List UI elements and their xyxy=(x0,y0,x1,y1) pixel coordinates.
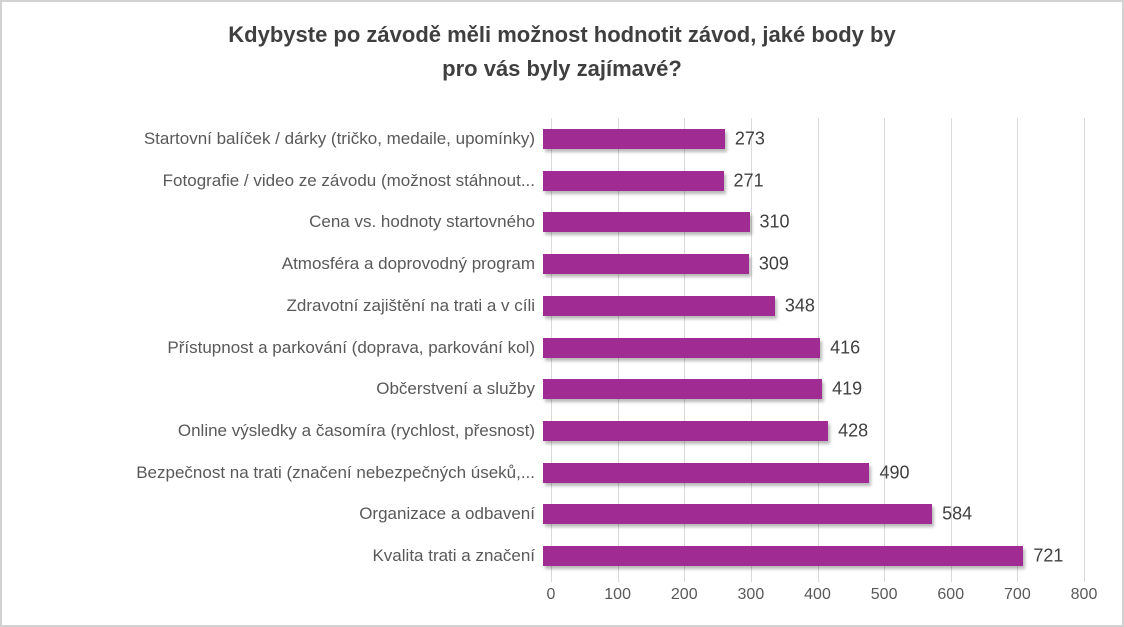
bar xyxy=(543,504,933,525)
bar-track: 310 xyxy=(543,201,1076,243)
bar-row: Občerstvení a služby 419 xyxy=(2,368,1122,410)
category-label: Přístupnost a parkování (doprava, parkov… xyxy=(167,337,535,357)
chart-title: Kdybyste po závodě měli možnost hodnotit… xyxy=(2,18,1122,86)
value-label: 490 xyxy=(879,462,910,483)
bar-track: 428 xyxy=(543,410,1076,452)
bar-row: Zdravotní zajištění na trati a v cíli 34… xyxy=(2,285,1122,327)
x-tick-label: 600 xyxy=(937,586,965,603)
bar-track: 348 xyxy=(543,285,1076,327)
value-label: 428 xyxy=(838,420,869,441)
bar-row: Cena vs. hodnoty startovného 310 xyxy=(2,201,1122,243)
category-label: Kvalita trati a značení xyxy=(372,546,535,566)
bar xyxy=(543,337,821,358)
value-label: 309 xyxy=(758,253,789,274)
bar-rows: Startovní balíček / dárky (tričko, medai… xyxy=(2,118,1122,577)
x-tick-label: 500 xyxy=(870,586,898,603)
x-tick-label: 800 xyxy=(1070,586,1098,603)
x-tick-label: 700 xyxy=(1004,586,1031,603)
value-label: 271 xyxy=(733,170,764,191)
value-label: 584 xyxy=(942,503,973,524)
bar-track: 490 xyxy=(543,452,1076,494)
bar-track: 273 xyxy=(543,118,1076,160)
bar-track: 271 xyxy=(543,160,1076,202)
value-label: 419 xyxy=(832,378,863,399)
value-label: 416 xyxy=(830,337,861,358)
category-label: Bezpečnost na trati (značení nebezpečnýc… xyxy=(136,462,535,482)
bar xyxy=(543,212,750,233)
bar xyxy=(543,128,725,149)
category-label: Atmosféra a doprovodný program xyxy=(281,254,535,274)
bar-row: Online výsledky a časomíra (rychlost, př… xyxy=(2,410,1122,452)
bar-track: 309 xyxy=(543,243,1076,285)
bar-row: Fotografie / video ze závodu (možnost st… xyxy=(2,160,1122,202)
x-axis: 0 100 200 300 400 500 600 700 800 xyxy=(547,586,1098,608)
category-label: Cena vs. hodnoty startovného xyxy=(309,212,535,232)
category-label: Zdravotní zajištění na trati a v cíli xyxy=(286,295,536,315)
bar-track: 419 xyxy=(543,368,1076,410)
bar-row: Kvalita trati a značení 721 xyxy=(2,535,1122,577)
bar-row: Přístupnost a parkování (doprava, parkov… xyxy=(2,327,1122,369)
category-label: Fotografie / video ze závodu (možnost st… xyxy=(162,170,535,190)
chart-title-line1: Kdybyste po závodě měli možnost hodnotit… xyxy=(228,22,896,47)
bar-row: Startovní balíček / dárky (tričko, medai… xyxy=(2,118,1122,160)
bar xyxy=(543,462,870,483)
bar xyxy=(543,546,1024,567)
value-label: 310 xyxy=(759,211,790,232)
category-label: Startovní balíček / dárky (tričko, medai… xyxy=(143,128,535,148)
x-tick-label: 400 xyxy=(804,586,831,603)
bar xyxy=(543,421,829,441)
bar-row: Bezpečnost na trati (značení nebezpečnýc… xyxy=(2,452,1122,494)
value-label: 348 xyxy=(784,295,815,316)
category-label: Online výsledky a časomíra (rychlost, př… xyxy=(177,421,535,440)
category-label: Občerstvení a služby xyxy=(376,379,535,399)
chart-title-line2: pro vás byly zajímavé? xyxy=(442,56,682,81)
category-label: Organizace a odbavení xyxy=(359,504,535,524)
x-tick-label: 300 xyxy=(737,586,765,603)
bar-track: 416 xyxy=(543,327,1076,369)
bar-row: Organizace a odbavení 584 xyxy=(2,494,1122,536)
value-label: 721 xyxy=(1033,545,1064,566)
x-tick-label: 0 xyxy=(546,586,556,603)
value-label: 273 xyxy=(734,128,765,149)
bar xyxy=(543,170,724,191)
bar-row: Atmosféra a doprovodný program 309 xyxy=(2,243,1122,285)
x-tick-label: 200 xyxy=(670,586,698,603)
bar xyxy=(543,295,775,316)
bar-track: 721 xyxy=(543,535,1076,577)
x-tick-label: 100 xyxy=(604,586,631,603)
bar xyxy=(543,379,823,400)
bar-track: 584 xyxy=(543,494,1076,536)
bar xyxy=(543,254,749,275)
